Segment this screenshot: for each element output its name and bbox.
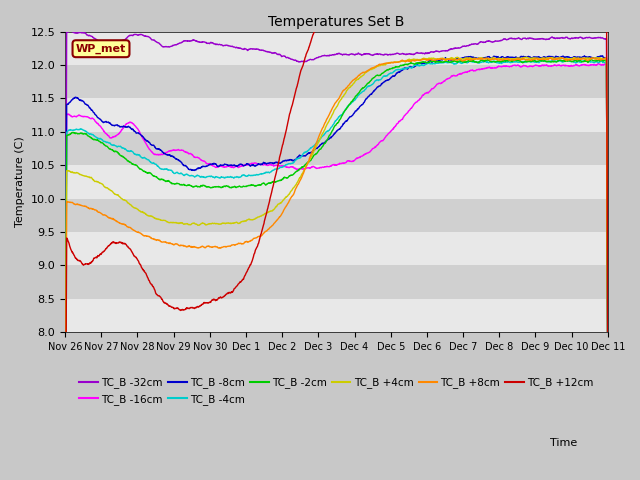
Bar [65, 98, 608, 132]
Bar [65, 32, 608, 65]
Bar [65, 199, 608, 232]
Y-axis label: Temperature (C): Temperature (C) [15, 136, 25, 227]
Bar [65, 165, 608, 199]
Bar [65, 232, 608, 265]
Text: Time: Time [550, 438, 577, 448]
Bar [65, 299, 608, 332]
Bar [65, 132, 608, 165]
Title: Temperatures Set B: Temperatures Set B [268, 15, 404, 29]
Bar [65, 65, 608, 98]
Legend: TC_B -32cm, TC_B -16cm, TC_B -8cm, TC_B -4cm, TC_B -2cm, TC_B +4cm, TC_B +8cm, T: TC_B -32cm, TC_B -16cm, TC_B -8cm, TC_B … [75, 373, 598, 408]
Bar [65, 265, 608, 299]
Text: WP_met: WP_met [76, 44, 126, 54]
